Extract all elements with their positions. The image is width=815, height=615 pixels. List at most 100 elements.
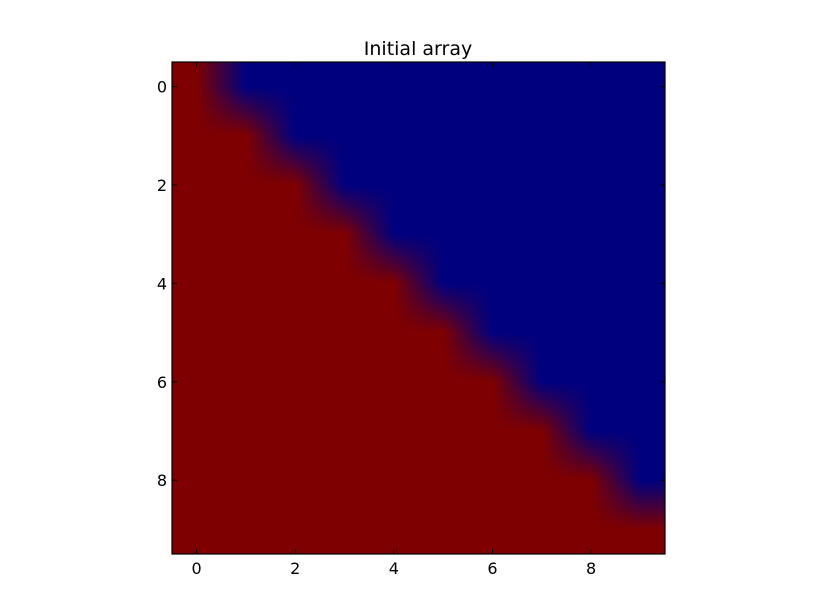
- heatmap-cell-r5-c8: [566, 308, 615, 357]
- chart-title: Initial array: [364, 38, 472, 60]
- heatmap-cell-r9-c5: [419, 505, 468, 554]
- heatmap-cell-r6-c6: [468, 357, 517, 406]
- heatmap-cell-r3-c6: [468, 210, 517, 259]
- heatmap-cell-r6-c1: [221, 357, 270, 406]
- heatmap-cell-r6-c8: [566, 357, 615, 406]
- heatmap-cell-r9-c1: [221, 505, 270, 554]
- heatmap-cell-r8-c7: [517, 456, 566, 505]
- heatmap-cell-r1-c1: [221, 111, 270, 160]
- heatmap-cell-r1-c7: [517, 111, 566, 160]
- heatmap-cell-r5-c6: [468, 308, 517, 357]
- heatmap-cell-r5-c4: [369, 308, 418, 357]
- heatmap-cell-r8-c1: [221, 456, 270, 505]
- heatmap-cell-r6-c5: [419, 357, 468, 406]
- heatmap-cell-r2-c3: [320, 160, 369, 209]
- heatmap-cell-r4-c9: [616, 259, 665, 308]
- heatmap-cell-r4-c3: [320, 259, 369, 308]
- heatmap-cell-r3-c0: [172, 210, 221, 259]
- heatmap-cell-r7-c0: [172, 406, 221, 455]
- heatmap-cell-r1-c4: [369, 111, 418, 160]
- heatmap-cell-r1-c6: [468, 111, 517, 160]
- heatmap-cell-r1-c8: [566, 111, 615, 160]
- heatmap-cell-r2-c8: [566, 160, 615, 209]
- heatmap-cell-r7-c2: [271, 406, 320, 455]
- heatmap-cell-r6-c3: [320, 357, 369, 406]
- heatmap-cell-r2-c1: [221, 160, 270, 209]
- heatmap-cell-r1-c2: [271, 111, 320, 160]
- heatmap-image: [172, 62, 665, 554]
- heatmap-cell-r7-c1: [221, 406, 270, 455]
- heatmap-cell-r8-c0: [172, 456, 221, 505]
- heatmap-cell-r2-c5: [419, 160, 468, 209]
- heatmap-cell-r7-c4: [369, 406, 418, 455]
- heatmap-cell-r6-c0: [172, 357, 221, 406]
- heatmap-cell-r2-c4: [369, 160, 418, 209]
- heatmap-cell-r7-c7: [517, 406, 566, 455]
- heatmap-cell-r4-c4: [369, 259, 418, 308]
- heatmap-cell-r2-c6: [468, 160, 517, 209]
- heatmap-cell-r0-c2: [271, 62, 320, 111]
- heatmap-cell-r7-c9: [616, 406, 665, 455]
- heatmap-cell-r5-c2: [271, 308, 320, 357]
- heatmap-cell-r1-c0: [172, 111, 221, 160]
- heatmap-cell-r2-c9: [616, 160, 665, 209]
- heatmap-cell-r5-c3: [320, 308, 369, 357]
- heatmap-cell-r2-c7: [517, 160, 566, 209]
- heatmap-cell-r6-c9: [616, 357, 665, 406]
- heatmap-cell-r0-c3: [320, 62, 369, 111]
- heatmap-cell-r5-c5: [419, 308, 468, 357]
- heatmap-cell-r1-c5: [419, 111, 468, 160]
- heatmap-cell-r2-c2: [271, 160, 320, 209]
- heatmap-cell-r3-c9: [616, 210, 665, 259]
- heatmap-cell-r3-c5: [419, 210, 468, 259]
- y-tick-label-1: 2: [157, 176, 167, 195]
- heatmap-cell-r8-c2: [271, 456, 320, 505]
- heatmap-cell-r5-c1: [221, 308, 270, 357]
- x-tick-label-2: 4: [389, 559, 399, 578]
- y-tick-label-0: 0: [157, 78, 167, 97]
- heatmap-cell-r7-c3: [320, 406, 369, 455]
- heatmap-cell-r3-c8: [566, 210, 615, 259]
- heatmap-cell-r0-c4: [369, 62, 418, 111]
- heatmap-cell-r5-c9: [616, 308, 665, 357]
- heatmap-cell-r0-c9: [616, 62, 665, 111]
- x-tick-label-1: 2: [290, 559, 300, 578]
- heatmap-cell-r7-c6: [468, 406, 517, 455]
- y-tick-label-2: 4: [157, 274, 167, 293]
- heatmap-cell-r2-c0: [172, 160, 221, 209]
- heatmap-cell-r8-c4: [369, 456, 418, 505]
- heatmap-cell-r4-c7: [517, 259, 566, 308]
- axis-ticks: 0 2 4 6 8 0 2 4 6 8: [157, 62, 665, 578]
- heatmap-cell-r7-c8: [566, 406, 615, 455]
- heatmap-cell-r9-c3: [320, 505, 369, 554]
- heatmap-cell-r9-c2: [271, 505, 320, 554]
- y-tick-label-3: 6: [157, 373, 167, 392]
- heatmap-cell-r3-c3: [320, 210, 369, 259]
- heatmap-cell-r8-c3: [320, 456, 369, 505]
- heatmap-cell-r6-c4: [369, 357, 418, 406]
- heatmap-cell-r4-c6: [468, 259, 517, 308]
- heatmap-cell-r0-c7: [517, 62, 566, 111]
- heatmap-cell-r6-c2: [271, 357, 320, 406]
- x-tick-label-4: 8: [586, 559, 596, 578]
- heatmap-cell-r3-c7: [517, 210, 566, 259]
- heatmap-cell-r9-c4: [369, 505, 418, 554]
- heatmap-cell-r0-c0: [172, 62, 221, 111]
- plot-frame: [171, 61, 666, 555]
- heatmap-cell-r3-c2: [271, 210, 320, 259]
- heatmap-cell-r1-c9: [616, 111, 665, 160]
- heatmap-cell-r0-c8: [566, 62, 615, 111]
- heatmap-cell-r8-c5: [419, 456, 468, 505]
- heatmap-cell-r9-c9: [616, 505, 665, 554]
- heatmap-cell-r3-c4: [369, 210, 418, 259]
- heatmap-cell-r5-c0: [172, 308, 221, 357]
- heatmap-cell-r4-c5: [419, 259, 468, 308]
- heatmap-cell-r9-c6: [468, 505, 517, 554]
- heatmap-cell-r9-c7: [517, 505, 566, 554]
- heatmap-cell-r6-c7: [517, 357, 566, 406]
- heatmap-cell-r0-c1: [221, 62, 270, 111]
- heatmap-cells: [172, 62, 665, 554]
- heatmap-cell-r4-c2: [271, 259, 320, 308]
- heatmap-cell-r3-c1: [221, 210, 270, 259]
